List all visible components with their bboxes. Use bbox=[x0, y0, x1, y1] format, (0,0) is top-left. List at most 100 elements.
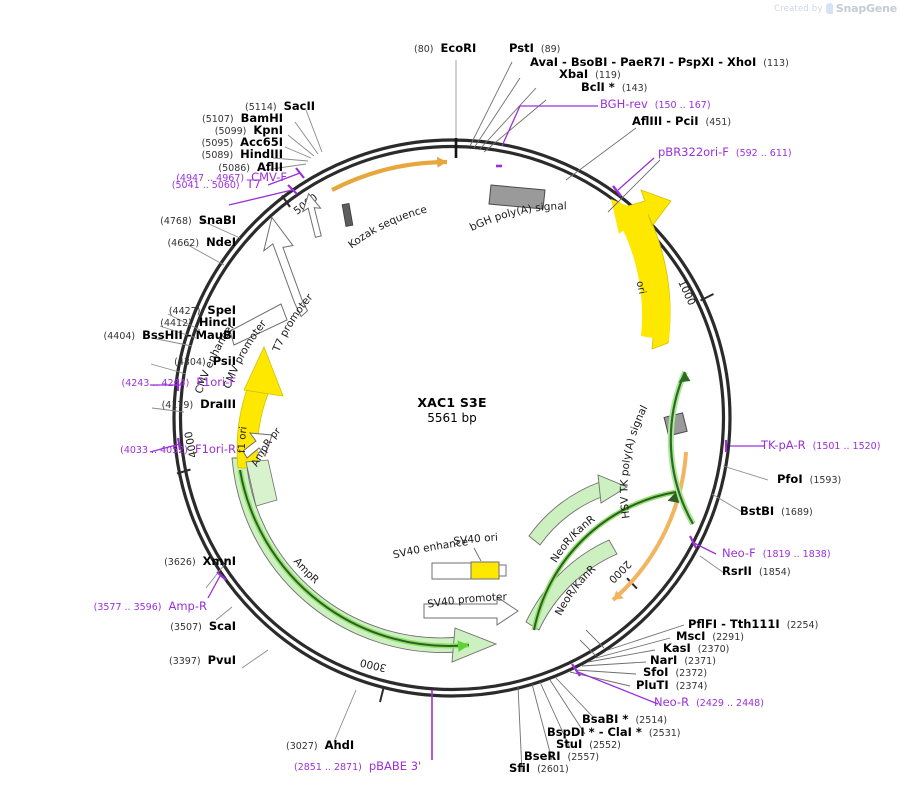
enzyme-label-xmni: (3626) XmnI bbox=[0, 555, 236, 568]
label-position: (451) bbox=[705, 117, 732, 128]
label-name: PstI bbox=[509, 41, 534, 55]
label-name: BseRI bbox=[524, 749, 561, 763]
enzyme-label-acc65i: (5095) Acc65I bbox=[0, 136, 283, 149]
leader-lines-top bbox=[454, 60, 661, 213]
enzyme-label-ahdi: (3027) AhdI bbox=[286, 739, 354, 752]
label-names: MscI bbox=[676, 630, 705, 643]
leader-lines-left-top bbox=[264, 109, 323, 171]
label-position: (80) bbox=[414, 44, 434, 55]
primer-label-bgh-rev: BGH-rev (150 .. 167) bbox=[600, 98, 711, 111]
label-position: (5114) bbox=[244, 102, 277, 113]
label-position: (2429 .. 2448) bbox=[696, 698, 764, 709]
label-names: HindIII bbox=[240, 148, 283, 161]
label-name: SacII bbox=[283, 99, 315, 113]
enzyme-label-bsabi: BsaBI * (2514) bbox=[582, 713, 667, 726]
feature-ampr-stub bbox=[245, 459, 278, 507]
label-name: F1ori-R bbox=[194, 442, 236, 456]
enzyme-label-psti: PstI (89) bbox=[509, 42, 560, 55]
enzyme-label-bstbi: BstBI (1689) bbox=[740, 505, 813, 518]
label-name: PvuI bbox=[207, 653, 236, 667]
label-names: HincII bbox=[199, 316, 236, 329]
label-names: PflFI - Tth111I bbox=[688, 618, 780, 631]
primer-label-pbr322ori-f: pBR322ori-F (592 .. 611) bbox=[658, 146, 792, 159]
label-names: NdeI bbox=[206, 236, 236, 249]
enzyme-label-sacii: (5114) SacII bbox=[0, 99, 315, 113]
watermark-brand: SnapGene bbox=[835, 2, 897, 15]
enzyme-label-hindiii: (5089) HindIII bbox=[0, 148, 283, 161]
feature-cmv-promoter-arrow bbox=[262, 216, 309, 318]
label-name: PaeR7I bbox=[620, 55, 665, 69]
label-name: NdeI bbox=[206, 235, 236, 249]
primer-label-pbabe-3: (2851 .. 2871) pBABE 3' bbox=[294, 759, 422, 773]
enzyme-label-pfoi: PfoI (1593) bbox=[777, 473, 842, 486]
label-position: (2370) bbox=[697, 644, 730, 655]
label-names: BclI * bbox=[581, 81, 615, 94]
label-names: BsaBI * bbox=[582, 713, 628, 726]
label-position: (1593) bbox=[809, 475, 842, 486]
enzyme-label-pvui: (3397) PvuI bbox=[0, 653, 236, 667]
label-names: T7 bbox=[247, 178, 261, 191]
label-position: (5107) bbox=[201, 114, 234, 125]
label-position: (4033 .. 4052) bbox=[120, 445, 188, 456]
label-names: XmnI bbox=[203, 555, 236, 568]
label-names: PsiI bbox=[213, 355, 236, 368]
label-name: RsrII bbox=[722, 564, 752, 578]
feature-ampr-gene-outline bbox=[237, 469, 470, 652]
label-name: KasI bbox=[663, 641, 691, 655]
label-position: (1689) bbox=[781, 507, 813, 518]
enzyme-label-bamhi: (5107) BamHI bbox=[0, 112, 283, 125]
label-names: AvaI - BsoBI - PaeR7I - PspXI - XhoI bbox=[530, 56, 756, 69]
label-separator: - bbox=[717, 617, 730, 631]
label-name: PspXI bbox=[677, 55, 715, 69]
label-names: F1ori-R bbox=[195, 443, 236, 456]
label-name: pBABE 3' bbox=[368, 759, 422, 773]
label-name: XmnI bbox=[202, 554, 236, 568]
enzyme-label-xbai: XbaI (119) bbox=[559, 68, 621, 81]
label-separator: - bbox=[182, 328, 196, 342]
enzyme-label-bcli: BclI * (143) bbox=[581, 81, 647, 94]
label-name: PsiI bbox=[212, 354, 236, 368]
enzyme-label-scai: (3507) ScaI bbox=[0, 620, 236, 633]
label-names: PfoI bbox=[777, 473, 803, 486]
label-position: (4947 .. 4967) bbox=[176, 173, 245, 184]
label-names: EcoRI bbox=[441, 42, 477, 55]
label-name: EcoRI bbox=[440, 41, 477, 55]
plasmid-name: XAC1 S3E bbox=[417, 395, 487, 410]
label-names: StuI bbox=[556, 738, 582, 751]
enzyme-label-rsrii: RsrII (1854) bbox=[722, 564, 791, 578]
label-name: HincII bbox=[198, 315, 236, 329]
plasmid-size: 5561 bp bbox=[427, 410, 477, 425]
feature-f1-ori-arrow bbox=[236, 345, 284, 469]
label-name: PflFI bbox=[688, 617, 718, 631]
label-separator: - bbox=[714, 55, 727, 69]
leader-lines-left-primers bbox=[228, 167, 305, 206]
label-names: BamHI bbox=[241, 112, 283, 125]
label-names: NarI bbox=[650, 654, 677, 667]
label-position: (5086) bbox=[218, 163, 251, 174]
label-names: pBR322ori-F bbox=[658, 146, 729, 159]
label-name: DraIII bbox=[200, 397, 236, 411]
label-names: BstBI bbox=[740, 505, 774, 518]
label-position: (5099) bbox=[214, 126, 247, 137]
label-names: PstI bbox=[509, 42, 534, 55]
label-position: (2372) bbox=[675, 668, 708, 679]
leader-lines-right bbox=[699, 465, 769, 574]
primer-label-tk-pa-r: TK-pA-R (1501 .. 1520) bbox=[761, 439, 880, 452]
enzyme-label-msci: MscI (2291) bbox=[676, 630, 744, 643]
feature-neor-gene-outline bbox=[531, 489, 680, 631]
label-position: (2254) bbox=[786, 620, 819, 631]
label-name: pBR322ori-F bbox=[658, 145, 729, 159]
label-separator: - bbox=[662, 114, 676, 128]
label-name: SfiI bbox=[509, 761, 531, 775]
enzyme-label-aflii: (5086) AflII bbox=[0, 161, 283, 174]
primer-label-f1ori-r: (4033 .. 4052) F1ori-R bbox=[0, 443, 236, 456]
feature-ori-arrow-body bbox=[611, 199, 671, 341]
tick-label-3000: 3000 bbox=[359, 656, 388, 674]
feature-label-f1-ori: f1 ori bbox=[237, 426, 250, 453]
label-name: PluTI bbox=[636, 678, 669, 692]
enzyme-label-sfoi: SfoI (2372) bbox=[643, 666, 708, 679]
label-name: BstBI bbox=[740, 504, 775, 518]
label-name: MauBI bbox=[195, 328, 236, 342]
label-names: SpeI bbox=[207, 304, 236, 317]
